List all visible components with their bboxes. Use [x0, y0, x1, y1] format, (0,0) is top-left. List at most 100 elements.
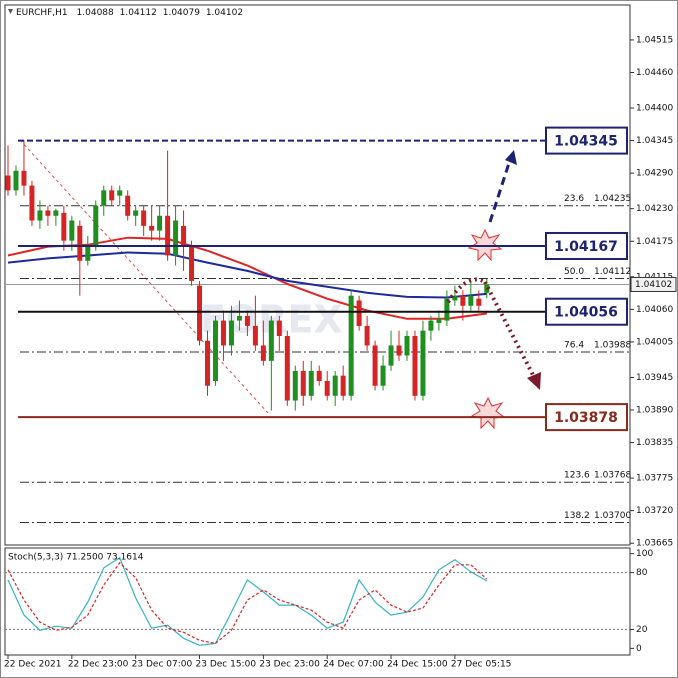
candle-body — [93, 205, 99, 246]
candle-body — [332, 375, 338, 396]
candle-body — [284, 335, 290, 401]
candle-body — [37, 210, 43, 221]
level-box — [545, 403, 628, 432]
candle-body — [13, 170, 19, 191]
level-label: 1.04167 — [554, 239, 618, 255]
fib-ratio: 23.6 — [564, 194, 584, 204]
stoch-tick-label: 100 — [636, 549, 653, 559]
stoch-tick-label: 80 — [636, 568, 648, 578]
y-tick-label: 1.03890 — [636, 406, 673, 416]
candle-body — [388, 345, 394, 366]
up-arrowhead — [505, 150, 517, 165]
candle-body — [117, 190, 123, 196]
stoch-main — [7, 556, 488, 646]
level-label: 1.04056 — [554, 305, 618, 321]
candle-body — [276, 320, 282, 336]
candle-body — [396, 345, 402, 356]
candle-body — [268, 320, 274, 361]
candle-body — [372, 345, 378, 386]
starburst — [470, 396, 506, 430]
x-tick-label: 22 Dec 2021 — [4, 660, 62, 670]
candle-body — [228, 320, 234, 346]
y-tick-label: 1.04290 — [636, 169, 673, 179]
candle-body — [252, 325, 258, 346]
candle-body — [412, 335, 418, 396]
fib-value: 1.03768 — [594, 471, 631, 481]
header-open: 1.04088 — [77, 8, 114, 18]
level-label: 1.04345 — [554, 134, 618, 150]
y-tick-label: 1.03665 — [636, 539, 673, 549]
fib-ratio: 123.6 — [564, 471, 590, 481]
symbol: EURCHF,H1 — [16, 8, 68, 18]
y-tick-label: 1.04345 — [636, 136, 673, 146]
fib-ratio: 50.0 — [564, 267, 584, 277]
candle-body — [45, 210, 51, 216]
candle-body — [125, 195, 131, 216]
candle-body — [364, 325, 370, 346]
stoch-label: Stoch(5,3,3) 71.2500 73.1614 — [8, 553, 144, 563]
x-tick-label: 24 Dec 15:00 — [387, 660, 448, 670]
candle-body — [460, 295, 466, 306]
plot-layer: 1.04515 1.04460 1.04400 1.04345 1.04290 1.042… — [4, 35, 677, 670]
y-tick-label: 1.03945 — [636, 373, 673, 383]
header-low: 1.04079 — [163, 8, 200, 18]
y-tick-label: 1.03835 — [636, 438, 673, 448]
candle-body — [21, 170, 27, 186]
candle-body — [324, 380, 330, 396]
candle-body — [476, 298, 482, 306]
candle-body — [101, 190, 107, 206]
y-tick-label: 1.04060 — [636, 305, 673, 315]
main-panel — [4, 4, 631, 546]
x-tick-label: 23 Dec 15:00 — [196, 660, 257, 670]
candle-body — [300, 370, 306, 396]
candle-body — [133, 210, 139, 216]
candle-body — [181, 225, 187, 246]
candle-body — [109, 190, 115, 201]
candle-body — [340, 375, 346, 396]
last-price-box — [630, 276, 677, 292]
candle-body — [149, 225, 155, 231]
last-price-label: 1.04102 — [635, 280, 672, 290]
fib-value: 1.03988 — [594, 340, 631, 350]
up-arrow — [488, 159, 512, 223]
y-tick-label: 1.03720 — [636, 506, 673, 516]
candle-body — [316, 370, 322, 381]
x-tick-label: 27 Dec 05:15 — [451, 660, 512, 670]
down-arrowhead — [527, 372, 541, 390]
candle-body — [236, 315, 242, 321]
level-box — [545, 231, 628, 260]
candle-body — [205, 340, 210, 386]
x-tick-label: 24 Dec 07:00 — [323, 660, 384, 670]
candle-body — [85, 245, 91, 261]
candle-body — [260, 345, 266, 361]
fib-value: 1.04235 — [594, 194, 631, 204]
fib-ratio: 138.2 — [564, 511, 590, 521]
header: EURCHF,H1 1.04088 1.04112 1.04079 1.0410… — [16, 8, 243, 18]
y-tick-label: 1.04400 — [636, 104, 673, 114]
trend-line — [19, 139, 269, 414]
y-tick-label: 1.04515 — [636, 35, 673, 45]
candle-body — [77, 225, 83, 261]
candle-body — [61, 212, 67, 241]
candle-body — [5, 175, 11, 191]
candle-body — [436, 318, 442, 323]
stoch-tick-label: 0 — [636, 644, 642, 654]
y-tick-label: 1.04175 — [636, 237, 673, 247]
header-icon — [8, 9, 13, 14]
candle-body — [356, 300, 362, 326]
candle-body — [380, 365, 386, 386]
x-tick-label: 23 Dec 07:00 — [132, 660, 193, 670]
candle-body — [29, 185, 35, 221]
x-tick-label: 22 Dec 23:00 — [68, 660, 129, 670]
stoch-tick-label: 20 — [636, 625, 648, 635]
candle-body — [197, 285, 203, 341]
y-tick-label: 1.04460 — [636, 68, 673, 78]
candle-body — [157, 215, 163, 231]
candle-body — [428, 320, 434, 331]
candle-body — [189, 245, 195, 281]
y-tick-label: 1.03775 — [636, 474, 673, 484]
candle-body — [468, 295, 474, 306]
candle-body — [308, 370, 314, 396]
